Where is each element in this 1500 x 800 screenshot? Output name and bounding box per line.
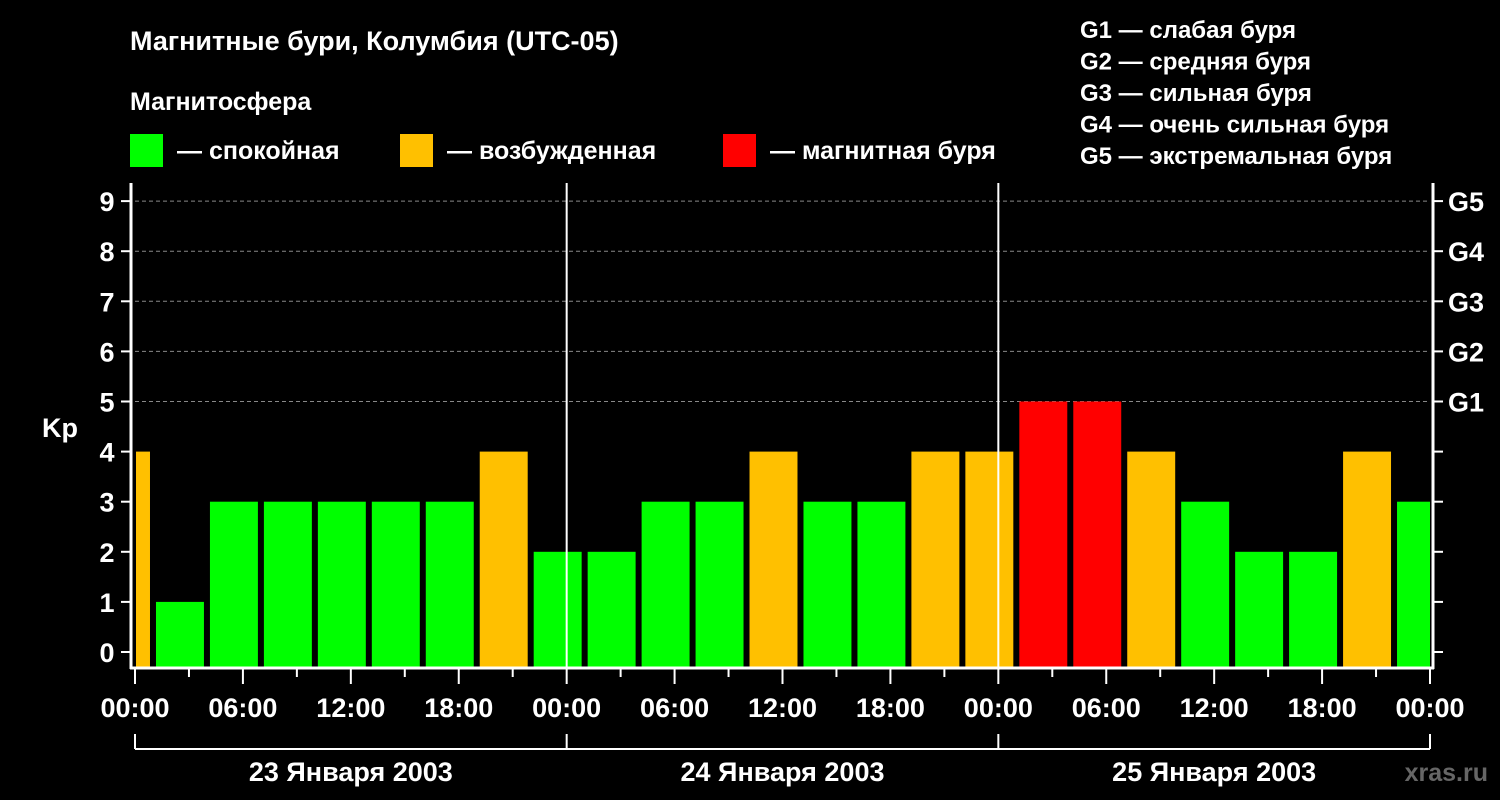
kp-bar xyxy=(857,501,906,668)
kp-bar xyxy=(1397,501,1430,668)
chart-title: Магнитные бури, Колумбия (UTC-05) xyxy=(130,26,619,56)
g-level-label: G1 xyxy=(1448,388,1484,418)
kp-bar xyxy=(1181,501,1230,668)
x-tick-label: 06:00 xyxy=(1072,693,1141,723)
kp-bar xyxy=(263,501,312,668)
kp-bar xyxy=(1289,551,1338,668)
kp-bar xyxy=(695,501,744,668)
legend-swatch xyxy=(130,134,163,167)
kp-bar xyxy=(425,501,474,668)
kp-bar xyxy=(641,501,690,668)
day-label: 24 Января 2003 xyxy=(681,757,885,787)
g-level-label: G4 xyxy=(1448,237,1484,267)
kp-bar xyxy=(371,501,420,668)
legend-label: — спокойная xyxy=(177,137,340,165)
legend-label: — магнитная буря xyxy=(770,137,996,165)
x-tick-label: 00:00 xyxy=(964,693,1033,723)
kp-bar xyxy=(479,451,528,668)
x-tick-label: 12:00 xyxy=(748,693,817,723)
kp-bar xyxy=(1235,551,1284,668)
kp-bar xyxy=(587,551,636,668)
y-tick-label: 0 xyxy=(99,638,114,668)
g-level-label: G3 xyxy=(1448,287,1484,317)
storm-scale-item: G3 — сильная буря xyxy=(1080,80,1312,107)
x-tick-label: 18:00 xyxy=(424,693,493,723)
x-tick-label: 12:00 xyxy=(1180,693,1249,723)
x-tick-label: 00:00 xyxy=(100,693,169,723)
x-tick-label: 00:00 xyxy=(1395,693,1464,723)
y-tick-label: 6 xyxy=(99,337,114,367)
legend-swatch xyxy=(723,134,756,167)
y-tick-label: 3 xyxy=(99,488,114,518)
kp-bar xyxy=(749,451,798,668)
legend-label: — возбужденная xyxy=(447,137,656,165)
kp-bar xyxy=(803,501,852,668)
day-label: 25 Января 2003 xyxy=(1112,757,1316,787)
g-level-label: G2 xyxy=(1448,337,1484,367)
kp-bar xyxy=(1127,451,1176,668)
kp-bar xyxy=(209,501,258,668)
kp-bar xyxy=(136,451,150,668)
storm-scale-item: G2 — средняя буря xyxy=(1080,49,1311,76)
x-tick-label: 18:00 xyxy=(856,693,925,723)
kp-bar xyxy=(1073,401,1122,668)
legend-title: Магнитосфера xyxy=(130,88,312,116)
y-tick-label: 9 xyxy=(99,187,114,217)
kp-bar xyxy=(965,451,1014,668)
y-tick-label: 8 xyxy=(99,237,114,267)
storm-scale-item: G5 — экстремальная буря xyxy=(1080,143,1392,170)
y-axis-label: Kp xyxy=(42,413,78,443)
y-tick-label: 2 xyxy=(99,538,114,568)
kp-bar xyxy=(317,501,366,668)
kp-bar xyxy=(1019,401,1068,668)
kp-bar xyxy=(533,551,582,668)
g-level-label: G5 xyxy=(1448,187,1484,217)
watermark: xras.ru xyxy=(1405,759,1488,787)
legend-swatch xyxy=(400,134,433,167)
x-tick-label: 12:00 xyxy=(316,693,385,723)
y-tick-label: 7 xyxy=(99,287,114,317)
y-tick-label: 4 xyxy=(99,438,114,468)
storm-scale-item: G1 — слабая буря xyxy=(1080,17,1296,44)
x-tick-label: 06:00 xyxy=(208,693,277,723)
y-tick-label: 1 xyxy=(99,588,114,618)
y-tick-label: 5 xyxy=(99,388,114,418)
kp-bar xyxy=(155,601,204,668)
kp-bar xyxy=(1343,451,1392,668)
day-label: 23 Января 2003 xyxy=(249,757,453,787)
x-tick-label: 18:00 xyxy=(1288,693,1357,723)
x-tick-label: 00:00 xyxy=(532,693,601,723)
storm-scale-item: G4 — очень сильная буря xyxy=(1080,112,1389,139)
kp-bar xyxy=(911,451,960,668)
x-tick-label: 06:00 xyxy=(640,693,709,723)
